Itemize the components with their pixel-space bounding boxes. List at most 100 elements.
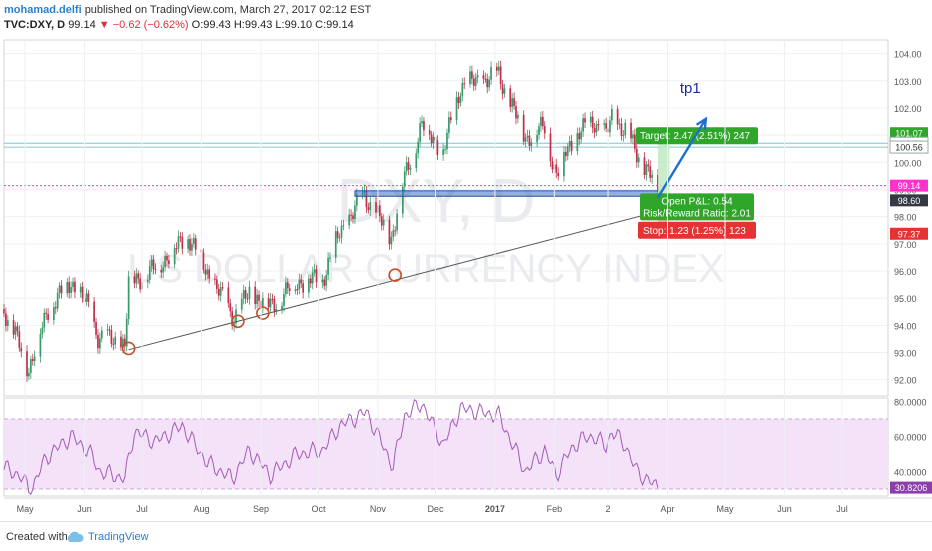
candle-body	[215, 279, 218, 289]
candle-body	[597, 124, 600, 126]
candle-body	[273, 299, 276, 312]
candle-body	[242, 290, 245, 299]
arrow-label: tp1	[680, 80, 701, 97]
price-tick-label: 92.00	[894, 376, 917, 386]
candle-body	[217, 288, 220, 296]
rsi-tick-label: 80.0000	[894, 398, 927, 408]
candle-body	[325, 274, 328, 286]
candle-body	[164, 256, 166, 268]
candle-body	[497, 66, 500, 71]
candle-body	[14, 326, 17, 335]
position-profit-zone	[657, 133, 670, 201]
candle-body	[133, 276, 136, 284]
candle-body	[461, 83, 464, 96]
candle-body	[18, 331, 21, 348]
candle-body	[26, 351, 28, 377]
candle-body	[375, 202, 377, 213]
candle-body	[647, 164, 650, 167]
candle-body	[100, 330, 103, 339]
candle-body	[204, 269, 207, 275]
time-tick-label: Aug	[194, 504, 210, 514]
candle-body	[405, 162, 408, 172]
candle-body	[549, 133, 552, 162]
candle-body	[192, 238, 195, 244]
price-axis-tag	[890, 127, 928, 140]
price-tick-label: 104.00	[894, 50, 922, 60]
candle-body	[248, 286, 251, 299]
rsi-pane[interactable]: 40.0000 60.0000 80.0000 30.8206	[3, 397, 932, 497]
candle-body	[45, 312, 48, 314]
candle-body	[415, 153, 418, 169]
candle-body	[589, 116, 592, 123]
candle-body	[643, 157, 646, 176]
candle-body	[275, 309, 278, 312]
candle-body	[401, 186, 404, 214]
candle-body	[43, 312, 46, 328]
chart-area[interactable]: 92.0093.0094.0095.0096.0097.0098.0099.00…	[0, 0, 932, 520]
time-tick-label: Feb	[547, 504, 563, 514]
candle-body	[611, 109, 613, 121]
candle-body	[620, 123, 623, 136]
candle-body	[108, 329, 111, 331]
candle-body	[52, 307, 55, 320]
target-arrow-head	[695, 116, 708, 130]
candlestick-series	[3, 60, 659, 382]
candle-body	[388, 219, 391, 245]
candle-body	[31, 359, 34, 361]
candle-body	[352, 215, 354, 219]
candle-body	[551, 161, 554, 170]
touch-circle	[256, 306, 270, 320]
candle-body	[166, 256, 168, 261]
candle-body	[229, 303, 232, 312]
candle-body	[580, 131, 583, 140]
candle-body	[181, 236, 184, 249]
candle-body	[313, 269, 316, 273]
candle-body	[566, 146, 569, 157]
price-tick-label: 102.00	[894, 104, 922, 114]
candle-body	[543, 126, 546, 134]
candle-body	[591, 116, 594, 129]
candle-body	[191, 243, 193, 251]
candle-body	[187, 239, 189, 249]
price-pane[interactable]: 92.0093.0094.0095.0096.0097.0098.0099.00…	[3, 39, 929, 397]
candle-body	[490, 66, 492, 80]
candle-body	[472, 78, 475, 86]
candle-body	[97, 334, 99, 349]
candle-body	[469, 71, 471, 85]
candle-body	[355, 194, 358, 206]
price-axis-tag-label: 99.14	[898, 181, 921, 191]
candle-body	[81, 286, 84, 299]
candle-body	[262, 298, 264, 309]
candle-body	[58, 285, 61, 293]
candle-body	[93, 301, 95, 322]
author-name[interactable]: mohamad.delfi	[4, 4, 82, 16]
candle-body	[515, 106, 517, 119]
candle-body	[390, 237, 393, 245]
candle-body	[5, 313, 7, 326]
target-arrow-line	[656, 118, 707, 199]
candle-body	[309, 278, 312, 284]
footer: Created with TradingView	[0, 521, 932, 551]
price-tick-label: 97.00	[894, 240, 917, 250]
price-tick-label: 103.00	[894, 77, 922, 87]
candle-body	[637, 157, 640, 163]
candle-body	[79, 286, 82, 293]
time-tick-label: Jul	[836, 504, 848, 514]
candle-body	[41, 327, 44, 335]
pnl-label: Open P&L: 0.54	[661, 196, 733, 207]
candle-body	[513, 98, 515, 107]
candle-body	[256, 294, 258, 305]
tradingview-brand[interactable]: TradingView	[88, 531, 149, 543]
price-axis-tag-label: 98.60	[898, 196, 921, 206]
candle-body	[168, 260, 170, 265]
candle-body	[568, 141, 571, 147]
candle-body	[315, 269, 318, 283]
symbol-info: TVC:DXY, D 99.14 ▼ −0.62 (−0.62%) O:99.4…	[4, 19, 354, 31]
target-label-box	[636, 127, 758, 145]
candle-body	[286, 282, 289, 289]
candle-body	[208, 269, 211, 279]
candle-body	[28, 372, 30, 377]
price-tick-label: 95.00	[894, 294, 917, 304]
touch-circle	[121, 341, 136, 356]
candle-body	[54, 307, 57, 309]
